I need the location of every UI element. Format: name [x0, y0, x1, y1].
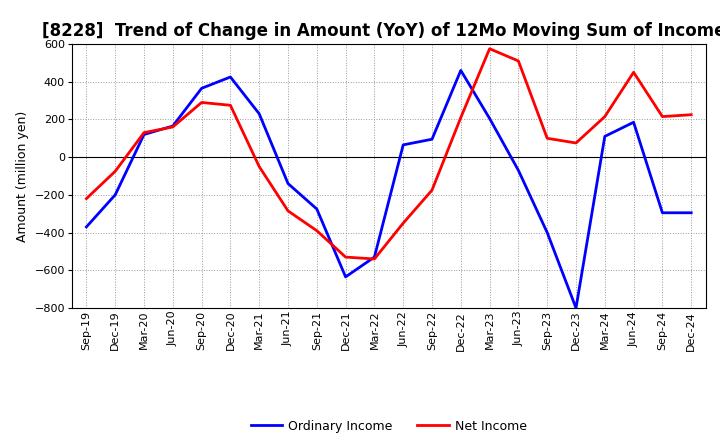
Line: Net Income: Net Income	[86, 49, 691, 259]
Ordinary Income	[572, 305, 580, 311]
Net Income	[456, 115, 465, 120]
Net Income	[140, 130, 148, 135]
Ordinary Income	[514, 168, 523, 173]
Net Income	[399, 220, 408, 226]
Net Income	[543, 136, 552, 141]
Net Income	[370, 257, 379, 262]
Ordinary Income	[428, 136, 436, 142]
Legend: Ordinary Income, Net Income: Ordinary Income, Net Income	[246, 414, 532, 437]
Net Income	[341, 254, 350, 260]
Y-axis label: Amount (million yen): Amount (million yen)	[16, 110, 29, 242]
Ordinary Income	[284, 181, 292, 186]
Title: [8228]  Trend of Change in Amount (YoY) of 12Mo Moving Sum of Incomes: [8228] Trend of Change in Amount (YoY) o…	[42, 22, 720, 40]
Net Income	[572, 140, 580, 146]
Ordinary Income	[255, 111, 264, 117]
Ordinary Income	[168, 123, 177, 128]
Ordinary Income	[111, 192, 120, 198]
Net Income	[312, 228, 321, 233]
Ordinary Income	[399, 142, 408, 147]
Ordinary Income	[197, 86, 206, 91]
Ordinary Income	[485, 116, 494, 121]
Ordinary Income	[629, 120, 638, 125]
Net Income	[111, 169, 120, 174]
Ordinary Income	[341, 274, 350, 279]
Ordinary Income	[687, 210, 696, 216]
Line: Ordinary Income: Ordinary Income	[86, 70, 691, 308]
Ordinary Income	[600, 134, 609, 139]
Net Income	[197, 100, 206, 105]
Ordinary Income	[456, 68, 465, 73]
Net Income	[658, 114, 667, 119]
Net Income	[600, 114, 609, 119]
Net Income	[687, 112, 696, 117]
Net Income	[255, 164, 264, 169]
Net Income	[514, 59, 523, 64]
Ordinary Income	[82, 224, 91, 230]
Ordinary Income	[658, 210, 667, 216]
Ordinary Income	[543, 230, 552, 235]
Net Income	[226, 103, 235, 108]
Net Income	[168, 125, 177, 130]
Ordinary Income	[140, 132, 148, 137]
Net Income	[82, 196, 91, 201]
Ordinary Income	[312, 206, 321, 212]
Ordinary Income	[226, 74, 235, 80]
Net Income	[284, 208, 292, 213]
Net Income	[485, 46, 494, 51]
Ordinary Income	[370, 254, 379, 260]
Net Income	[428, 187, 436, 193]
Net Income	[629, 70, 638, 75]
